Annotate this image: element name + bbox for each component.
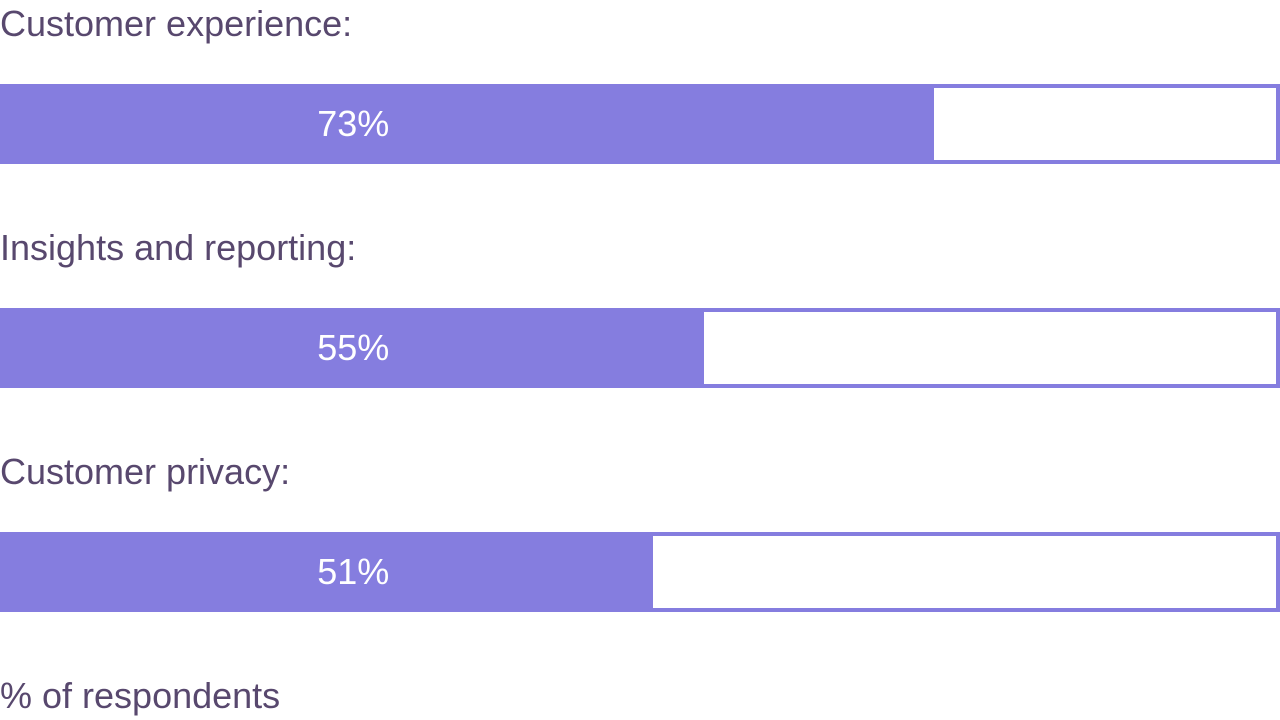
- category-label: Insights and reporting:: [0, 227, 357, 268]
- category-label: Customer experience:: [0, 3, 353, 44]
- bar: [0, 84, 934, 164]
- footer-label: % of respondents: [0, 675, 281, 716]
- bar-value-label: 51%: [317, 551, 390, 592]
- bar-value-label: 55%: [317, 327, 390, 368]
- bar: [0, 308, 704, 388]
- bar: [0, 532, 653, 612]
- category-label: Customer privacy:: [0, 451, 291, 492]
- bar-value-label: 73%: [317, 103, 390, 144]
